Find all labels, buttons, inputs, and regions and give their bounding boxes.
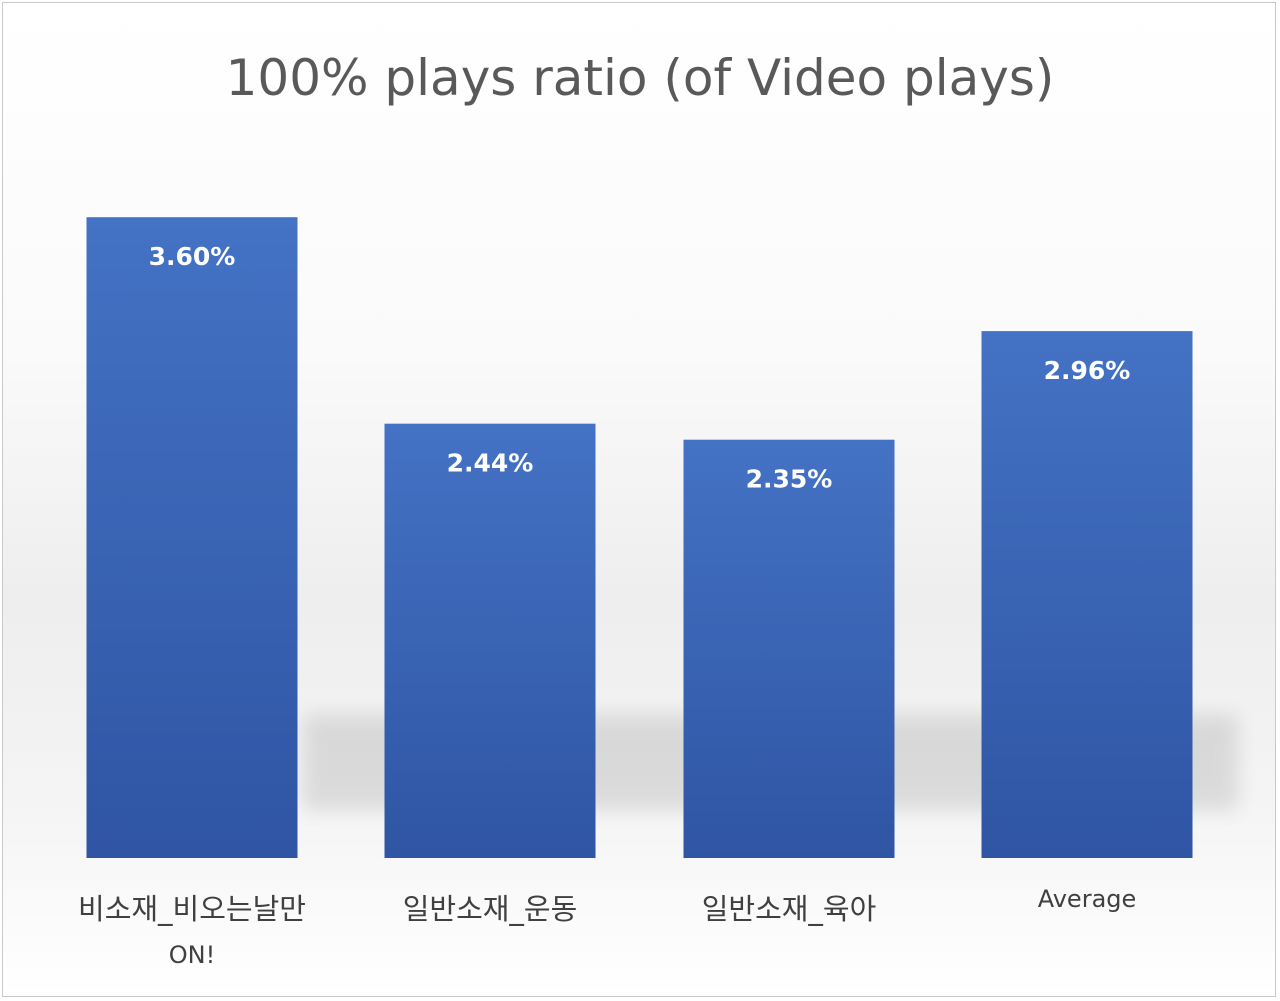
category-label-group: 비소재_비오는날만 ON! 일반소재_운동 일반소재_육아 Average	[78, 885, 1136, 969]
bar	[384, 423, 596, 858]
data-label: 3.60%	[149, 242, 236, 271]
category-label: 일반소재_운동	[403, 892, 578, 926]
bar	[683, 439, 895, 858]
category-label: Average	[1038, 885, 1137, 913]
bar-group	[86, 217, 1193, 858]
category-label: 비소재_비오는날만	[78, 892, 306, 926]
bar-chart: 100% plays ratio (of Video plays) 3.60% 2…	[78, 49, 1238, 969]
category-label: ON!	[169, 941, 215, 969]
chart-title: 100% plays ratio (of Video plays)	[226, 49, 1055, 107]
category-label: 일반소재_육아	[702, 892, 877, 926]
bar	[981, 331, 1193, 858]
data-label-group: 3.60% 2.44% 2.35% 2.96%	[149, 242, 1131, 494]
data-label: 2.35%	[746, 465, 833, 494]
data-label: 2.44%	[447, 449, 534, 478]
data-label: 2.96%	[1044, 356, 1131, 385]
bar	[86, 217, 298, 858]
